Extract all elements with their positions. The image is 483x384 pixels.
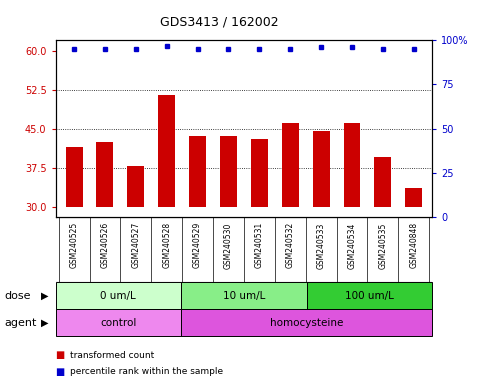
Text: ▶: ▶ — [41, 291, 49, 301]
Bar — [313, 131, 329, 207]
Bar — [56, 282, 181, 309]
Text: dose: dose — [5, 291, 31, 301]
Text: GSM240535: GSM240535 — [378, 222, 387, 268]
Text: GSM240529: GSM240529 — [193, 222, 202, 268]
Text: GDS3413 / 162002: GDS3413 / 162002 — [160, 15, 279, 28]
Text: percentile rank within the sample: percentile rank within the sample — [70, 367, 223, 376]
Bar — [220, 136, 237, 207]
Text: homocysteine: homocysteine — [270, 318, 343, 328]
Bar — [97, 142, 114, 207]
Bar — [56, 309, 181, 336]
Text: GSM240528: GSM240528 — [162, 222, 171, 268]
Text: GSM240534: GSM240534 — [347, 222, 356, 268]
Bar — [374, 157, 391, 207]
Text: ▶: ▶ — [41, 318, 49, 328]
Text: ■: ■ — [56, 367, 65, 377]
Bar — [189, 136, 206, 207]
Bar — [282, 123, 298, 207]
Bar — [181, 282, 307, 309]
Text: GSM240848: GSM240848 — [409, 222, 418, 268]
Bar — [66, 147, 83, 207]
Bar — [307, 282, 432, 309]
Text: GSM240527: GSM240527 — [131, 222, 141, 268]
Bar — [405, 189, 422, 207]
Text: GSM240525: GSM240525 — [70, 222, 79, 268]
Text: agent: agent — [5, 318, 37, 328]
Bar — [181, 309, 432, 336]
Bar — [128, 166, 144, 207]
Bar — [343, 123, 360, 207]
Bar — [251, 139, 268, 207]
Text: GSM240532: GSM240532 — [286, 222, 295, 268]
Text: transformed count: transformed count — [70, 351, 154, 360]
Text: GSM240526: GSM240526 — [100, 222, 110, 268]
Text: GSM240531: GSM240531 — [255, 222, 264, 268]
Text: control: control — [100, 318, 137, 328]
Bar — [158, 95, 175, 207]
Text: 10 um/L: 10 um/L — [223, 291, 265, 301]
Text: 0 um/L: 0 um/L — [100, 291, 136, 301]
Text: ■: ■ — [56, 350, 65, 360]
Text: GSM240533: GSM240533 — [317, 222, 326, 268]
Text: 100 um/L: 100 um/L — [345, 291, 394, 301]
Text: GSM240530: GSM240530 — [224, 222, 233, 268]
